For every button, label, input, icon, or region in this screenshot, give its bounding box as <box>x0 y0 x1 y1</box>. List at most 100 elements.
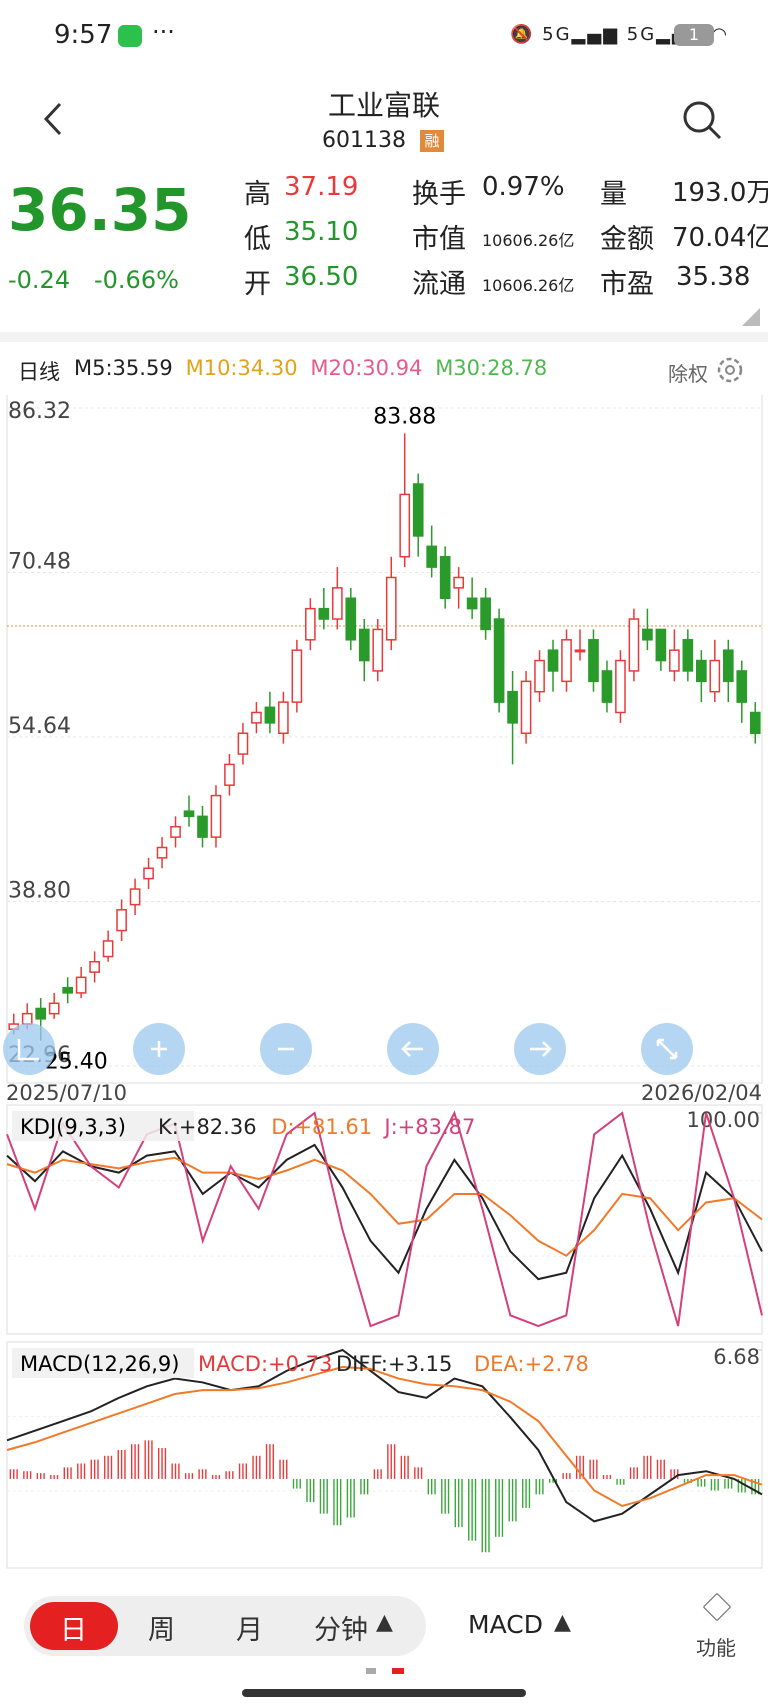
ma-value: M5:35.59 <box>74 356 173 380</box>
macd-frame <box>6 1341 763 1569</box>
stock-name: 工业富联 <box>327 89 440 122</box>
period-tab[interactable]: 月 <box>236 1615 263 1646</box>
tool-icon <box>17 1039 39 1061</box>
indicator-tab[interactable]: MACD <box>468 1610 543 1639</box>
legend-bg <box>12 1111 194 1141</box>
y-tick-label: 70.48 <box>8 550 71 575</box>
chart-area: 86.3270.4854.6438.8022.9683.8825.402025/… <box>3 395 763 1569</box>
candle-body <box>48 1002 60 1015</box>
search-button[interactable] <box>680 98 724 142</box>
more-icon[interactable] <box>702 1592 732 1622</box>
candle-body <box>615 659 626 714</box>
indicator-value: DEA:+2.78 <box>474 1352 589 1376</box>
stat-value: 37.19 <box>284 172 359 202</box>
period-tab[interactable]: 周 <box>148 1615 175 1646</box>
tab-caret[interactable]: ▲ <box>376 1610 393 1635</box>
chart-tool[interactable] <box>3 1023 55 1075</box>
period-tab[interactable]: 分钟 <box>314 1615 368 1646</box>
candle-body <box>75 976 87 994</box>
candle-body <box>62 986 74 994</box>
tool-icon <box>401 1041 423 1057</box>
candle-body <box>736 670 748 703</box>
candle-body <box>453 576 464 589</box>
tool-bg <box>3 1023 55 1075</box>
candle-body <box>35 1007 47 1020</box>
stat-value: 10606.26亿 <box>482 231 575 250</box>
indicator-value: MACD:+0.73 <box>198 1352 332 1376</box>
chart-tool[interactable] <box>260 1023 312 1075</box>
candle-body <box>305 607 316 641</box>
pager-dot-active <box>392 1668 404 1674</box>
stat-value: 193.0万 <box>672 178 768 208</box>
y-tick-label: 6.68 <box>713 1345 760 1369</box>
candle-body <box>520 680 532 735</box>
candle-body <box>345 597 357 641</box>
candle-body <box>669 649 680 672</box>
wechat-icon <box>118 25 142 47</box>
chart-tool[interactable] <box>514 1023 566 1075</box>
settings-icon[interactable] <box>714 354 746 386</box>
candle-body <box>722 649 734 683</box>
candle-body <box>655 628 667 662</box>
y-tick-label: 100.00 <box>687 1108 760 1132</box>
candle-body <box>21 1012 33 1025</box>
indicator-line <box>6 1156 763 1257</box>
stat-label: 开 <box>244 269 271 300</box>
candle-body <box>547 649 559 672</box>
stat-value: 36.50 <box>284 262 359 292</box>
indicator-value: D:+81.61 <box>271 1115 372 1139</box>
candle-body <box>156 846 168 859</box>
indicator-value: DIFF:+3.15 <box>336 1352 452 1376</box>
indicator-title: MACD(12,26,9) <box>20 1352 180 1376</box>
indicator-title: KDJ(9,3,3) <box>20 1115 126 1139</box>
candle-body <box>372 628 384 672</box>
stat-label: 低 <box>244 224 271 255</box>
candle-body <box>264 706 276 724</box>
candle-body <box>682 639 694 672</box>
more-label[interactable]: 功能 <box>696 1636 736 1660</box>
back-button[interactable] <box>38 100 68 138</box>
stat-value: 70.04亿 <box>672 223 768 253</box>
candle-body <box>129 888 141 906</box>
stat-label: 量 <box>600 179 627 210</box>
indicator-line <box>6 1110 763 1328</box>
stat-value: 0.97% <box>482 172 565 202</box>
candle-body <box>628 618 640 672</box>
indicator-value: K:+82.36 <box>158 1115 257 1139</box>
candle-body <box>224 763 235 786</box>
tool-icon <box>151 1041 167 1057</box>
max-label: 83.88 <box>373 404 436 429</box>
period-tab[interactable]: 日 <box>60 1615 87 1646</box>
candle-body <box>642 628 653 641</box>
candle-body <box>237 732 249 755</box>
tab-active-bg <box>30 1602 118 1650</box>
ma-value: M20:30.94 <box>310 356 423 380</box>
stat-label: 高 <box>244 179 271 210</box>
candle-body <box>197 815 208 838</box>
period-label: 日线 <box>18 360 60 384</box>
candle-body <box>102 940 114 958</box>
tab-caret[interactable]: ▲ <box>554 1610 571 1635</box>
chart-tool[interactable] <box>133 1023 185 1075</box>
candle-body <box>278 701 289 735</box>
candle-body <box>507 690 518 724</box>
stat-label: 市盈 <box>600 269 654 300</box>
candle-body <box>534 659 545 693</box>
change: -0.24 <box>8 266 71 294</box>
stat-label: 换手 <box>412 179 466 210</box>
chart-tool[interactable] <box>387 1023 439 1075</box>
candle-body <box>480 597 491 631</box>
candle-body <box>358 628 370 662</box>
candle-body <box>318 607 330 620</box>
stat-value: 35.38 <box>676 262 751 292</box>
legend-bg <box>12 1348 194 1378</box>
home-bar <box>242 1689 526 1697</box>
candle-body <box>89 960 100 973</box>
chart-tool[interactable] <box>641 1023 693 1075</box>
candle-body <box>183 810 195 818</box>
corner-mark <box>742 308 760 326</box>
candle-body <box>143 867 154 880</box>
adjust-button[interactable]: 除权 <box>668 362 708 386</box>
stat-label: 市值 <box>412 224 466 255</box>
